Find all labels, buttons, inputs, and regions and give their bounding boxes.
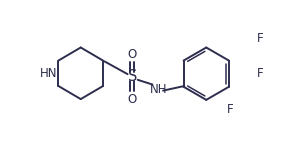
Text: NH: NH bbox=[150, 83, 167, 96]
Text: S: S bbox=[128, 69, 137, 84]
Text: F: F bbox=[257, 67, 263, 80]
Text: O: O bbox=[128, 93, 137, 106]
Text: O: O bbox=[128, 48, 137, 61]
Text: HN: HN bbox=[40, 67, 57, 80]
Text: F: F bbox=[227, 103, 233, 116]
Text: F: F bbox=[257, 32, 263, 45]
